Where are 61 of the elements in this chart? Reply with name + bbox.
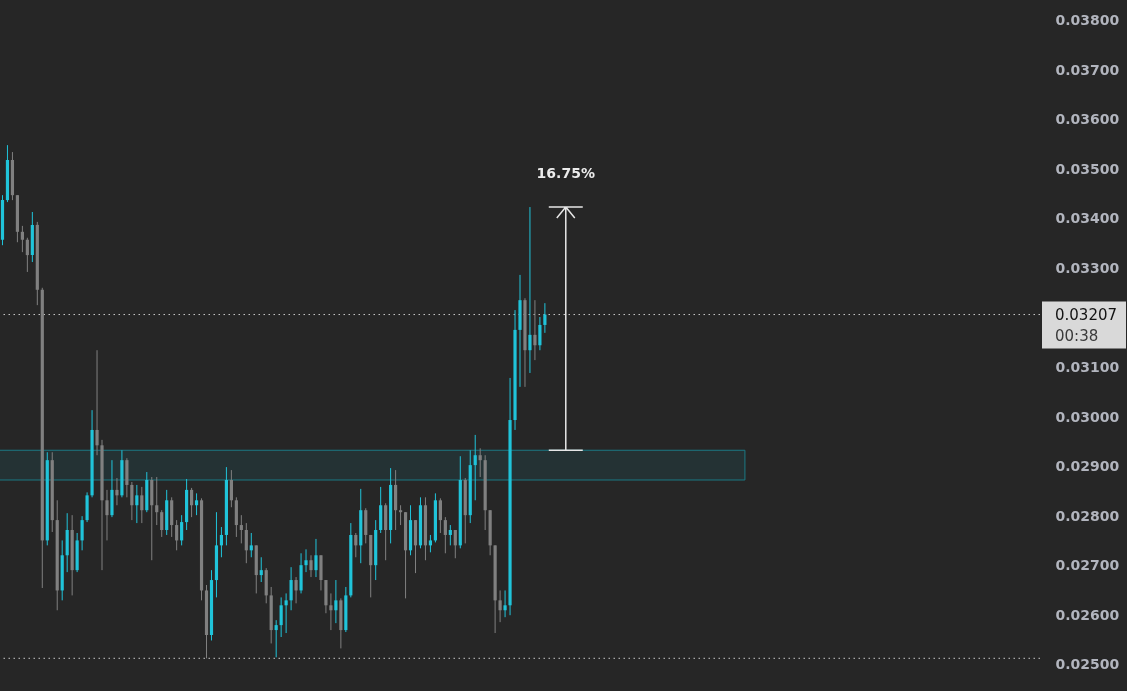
candlestick [533, 299, 537, 361]
candlestick [284, 592, 288, 634]
y-tick-label: 0.03600 [1055, 111, 1120, 128]
candlestick [175, 519, 179, 551]
candlestick [309, 554, 313, 578]
y-tick-label: 0.03700 [1055, 61, 1120, 78]
candlestick [20, 225, 24, 253]
candlestick [443, 516, 447, 554]
candlestick [473, 434, 477, 501]
candlestick [115, 477, 119, 506]
candlestick [274, 619, 278, 658]
candlestick [155, 476, 159, 526]
candlestick [279, 596, 283, 638]
candlestick [334, 579, 338, 624]
y-tick-label: 0.03400 [1055, 210, 1120, 227]
candlestick [135, 484, 139, 524]
candlestick [438, 497, 442, 534]
candlestick [304, 548, 308, 573]
candlestick [448, 524, 452, 546]
candlestick [354, 532, 358, 558]
text: 00:38 [1055, 326, 1099, 345]
y-tick-label: 0.02700 [1055, 557, 1120, 574]
candlestick [105, 489, 109, 541]
y-tick-label: 0.03100 [1055, 359, 1120, 376]
candlestick [219, 526, 224, 558]
candlestick [294, 576, 298, 604]
candlestick [130, 481, 134, 521]
y-tick-label: 0.03300 [1055, 259, 1120, 276]
candlestick [239, 514, 243, 544]
candlestick [189, 487, 194, 518]
candlestick [498, 589, 502, 623]
y-tick-label: 0.02500 [1055, 656, 1120, 673]
y-tick-label: 0.02600 [1055, 606, 1120, 623]
candlestick [80, 515, 84, 551]
candlestick [289, 566, 293, 611]
y-tick-label: 0.02900 [1055, 458, 1120, 475]
candlestick [249, 532, 253, 558]
candlestick [194, 492, 199, 516]
y-tick-label: 0.03500 [1055, 160, 1120, 177]
y-tick-label: 0.03000 [1055, 408, 1120, 425]
candlestick [259, 556, 263, 583]
candlestick [528, 206, 532, 374]
candlestick [329, 592, 333, 631]
candlestick [229, 469, 233, 508]
candlestick [543, 302, 547, 334]
candlestick [244, 522, 248, 564]
candlestick [95, 349, 99, 456]
candlestick [314, 538, 318, 578]
candlestick [538, 316, 542, 351]
candlestick [25, 237, 29, 273]
candlestick [478, 447, 482, 478]
y-tick-label: 0.02800 [1055, 507, 1120, 524]
candlestick [160, 509, 164, 538]
ref-line-label: 0.03207 [1055, 305, 1118, 324]
y-tick-label: 0.03800 [1055, 12, 1120, 29]
candlestick [398, 504, 403, 526]
annotation: 16.75% [536, 165, 595, 182]
candlestick [453, 529, 457, 559]
candlestick [180, 514, 184, 546]
candlestick [503, 589, 507, 618]
candlestick [140, 486, 144, 524]
